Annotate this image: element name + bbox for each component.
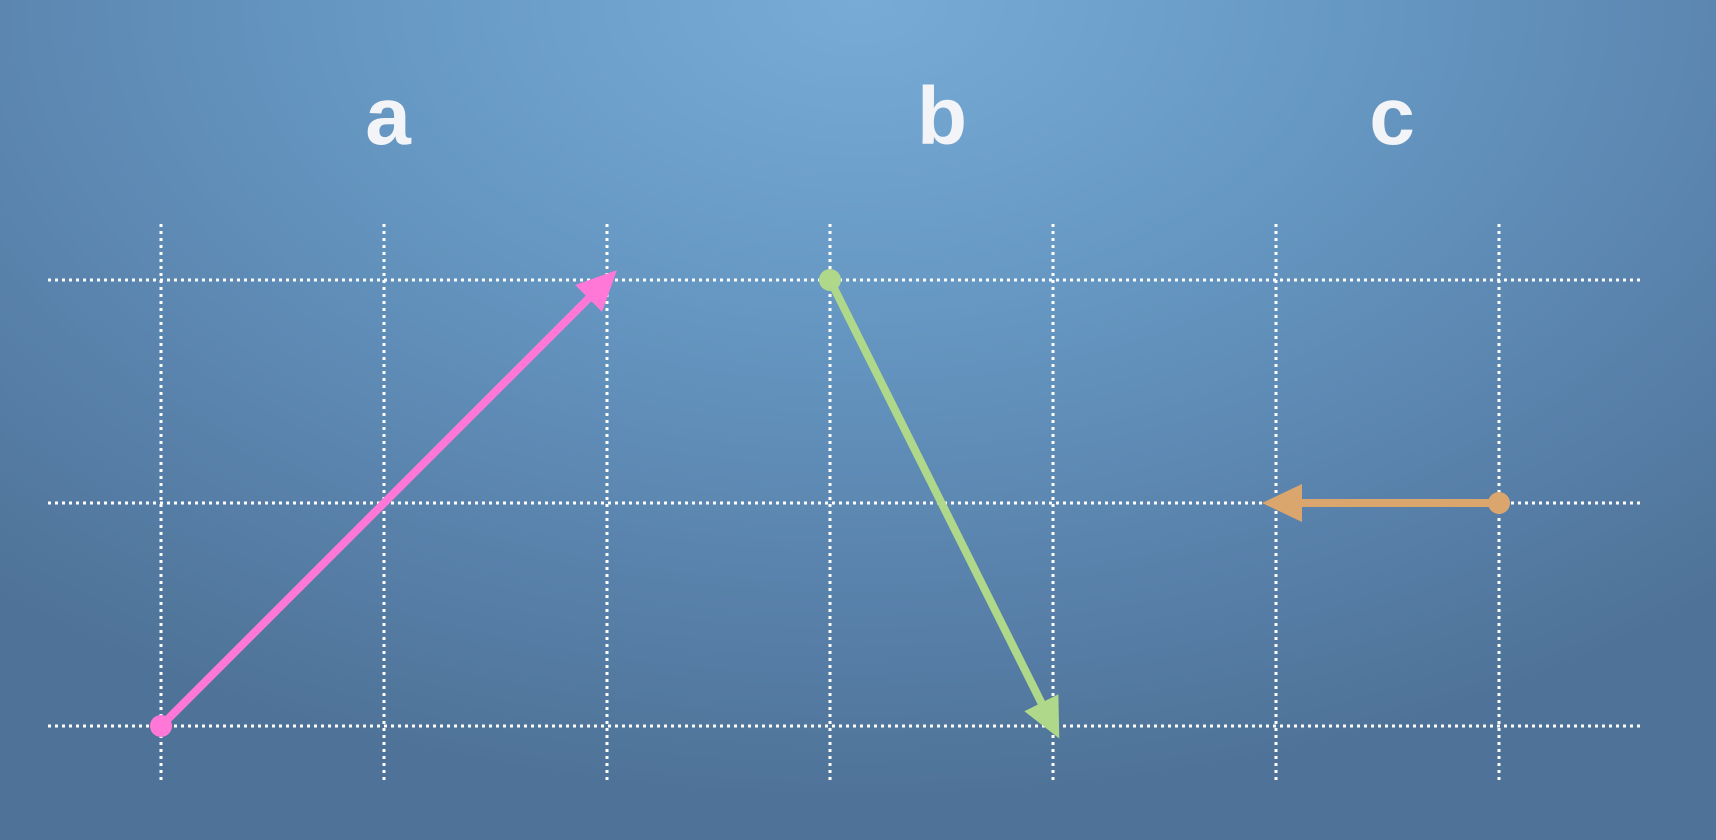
vector-a — [150, 270, 617, 737]
vector-c-tail-dot — [1488, 492, 1510, 514]
vector-c — [1262, 484, 1510, 522]
grid — [48, 224, 1642, 782]
vector-b-shaft — [826, 278, 1047, 709]
vector-b — [819, 269, 1060, 739]
label-c: c — [1369, 71, 1415, 162]
vector-b-tail-dot — [819, 269, 841, 291]
vector-a-tail-dot — [150, 715, 172, 737]
vector-a-arrowhead — [575, 270, 617, 312]
label-a: a — [365, 71, 412, 162]
vector-c-arrowhead — [1262, 484, 1302, 522]
vector-a-shaft — [158, 292, 595, 729]
vector-b-arrowhead — [1024, 694, 1060, 739]
label-b: b — [917, 71, 967, 162]
